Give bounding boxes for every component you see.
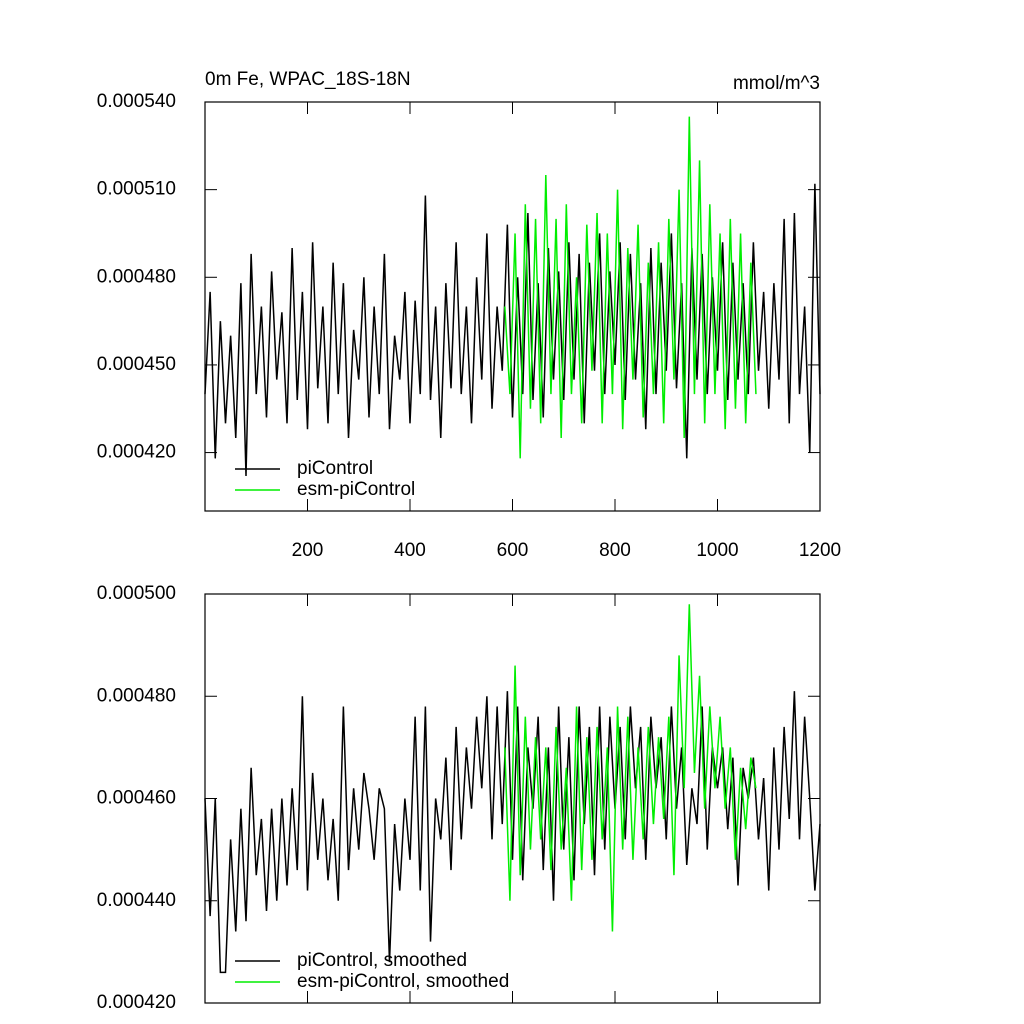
y-tick-label: 0.000510 [97, 179, 176, 200]
y-tick-label: 0.000460 [97, 788, 176, 809]
y-tick-label: 0.000420 [97, 442, 176, 463]
legend-label: esm-piControl, smoothed [297, 971, 509, 992]
legend-label: piControl [297, 458, 373, 479]
y-tick-label: 0.000480 [97, 266, 176, 287]
x-tick-label: 400 [394, 540, 426, 561]
series-line [204, 183, 821, 476]
series-line [204, 691, 821, 974]
x-tick-label: 600 [497, 540, 529, 561]
series-line [504, 116, 757, 459]
x-tick-label: 1200 [799, 540, 841, 561]
y-tick-label: 0.000440 [97, 890, 176, 911]
y-tick-label: 0.000480 [97, 685, 176, 706]
series-line [504, 604, 757, 932]
units-label: mmol/m^3 [733, 73, 820, 94]
y-tick-label: 0.000420 [97, 992, 176, 1013]
legend-label: piControl, smoothed [297, 950, 467, 971]
x-tick-label: 800 [599, 540, 631, 561]
x-tick-label: 1000 [696, 540, 738, 561]
y-tick-label: 0.000500 [97, 583, 176, 604]
x-tick-label: 200 [292, 540, 324, 561]
y-tick-label: 0.000450 [97, 354, 176, 375]
chart-title: 0m Fe, WPAC_18S-18N [205, 69, 411, 90]
y-tick-label: 0.000540 [97, 91, 176, 112]
legend-label: esm-piControl [297, 479, 415, 500]
